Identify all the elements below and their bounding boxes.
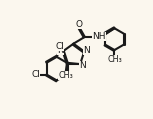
Text: Cl: Cl <box>55 42 64 51</box>
Text: Cl: Cl <box>31 70 40 79</box>
Text: N: N <box>83 46 90 55</box>
Text: NH: NH <box>92 32 106 41</box>
Text: N: N <box>79 61 86 70</box>
Text: CH₃: CH₃ <box>58 71 73 80</box>
Text: N: N <box>57 46 64 55</box>
Text: CH₃: CH₃ <box>107 55 122 64</box>
Text: O: O <box>75 20 82 29</box>
